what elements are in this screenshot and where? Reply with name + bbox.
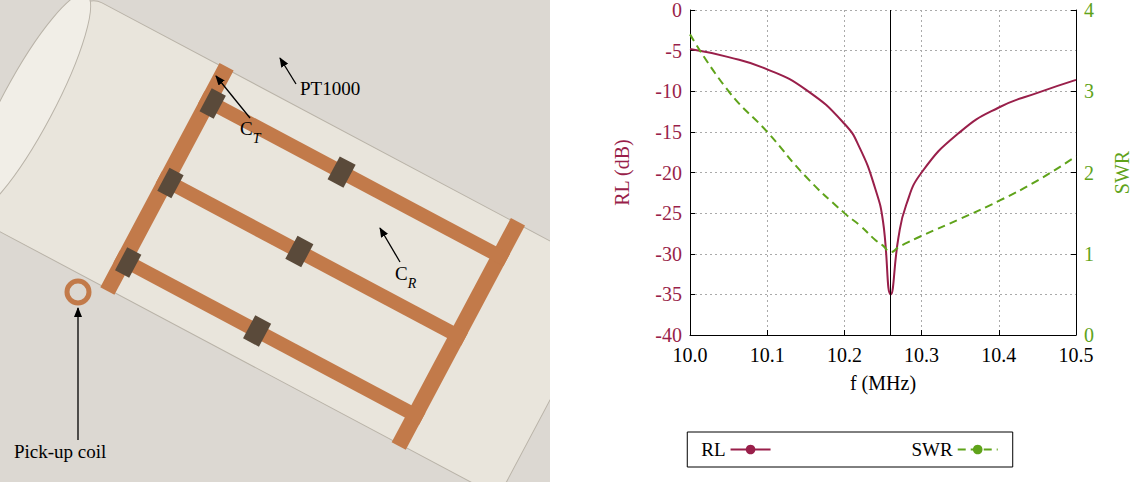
svg-text:RL (dB): RL (dB) (611, 139, 634, 205)
svg-text:-25: -25 (655, 202, 682, 224)
svg-text:PT1000: PT1000 (300, 78, 360, 99)
svg-text:-5: -5 (665, 40, 682, 62)
svg-text:-35: -35 (655, 283, 682, 305)
svg-text:1: 1 (1084, 243, 1094, 265)
svg-text:10.1: 10.1 (750, 344, 785, 366)
svg-text:Pick-up coil: Pick-up coil (14, 441, 106, 462)
svg-text:10.0: 10.0 (673, 344, 708, 366)
svg-text:4: 4 (1084, 0, 1094, 21)
svg-text:10.4: 10.4 (981, 344, 1016, 366)
svg-text:CR: CR (395, 263, 417, 291)
svg-text:-10: -10 (655, 80, 682, 102)
svg-text:SWR: SWR (1111, 150, 1133, 194)
svg-text:CT: CT (240, 118, 262, 146)
svg-text:-40: -40 (655, 324, 682, 346)
svg-text:2: 2 (1084, 162, 1094, 184)
svg-text:SWR: SWR (912, 439, 954, 460)
svg-text:10.3: 10.3 (904, 344, 939, 366)
svg-text:f (MHz): f (MHz) (850, 372, 916, 395)
svg-text:-15: -15 (655, 121, 682, 143)
svg-text:-30: -30 (655, 243, 682, 265)
svg-text:3: 3 (1084, 80, 1094, 102)
svg-text:-20: -20 (655, 162, 682, 184)
svg-text:0: 0 (1084, 324, 1094, 346)
svg-text:0: 0 (672, 0, 682, 21)
svg-text:RL: RL (701, 439, 725, 460)
svg-text:10.5: 10.5 (1059, 344, 1094, 366)
svg-text:10.2: 10.2 (827, 344, 862, 366)
